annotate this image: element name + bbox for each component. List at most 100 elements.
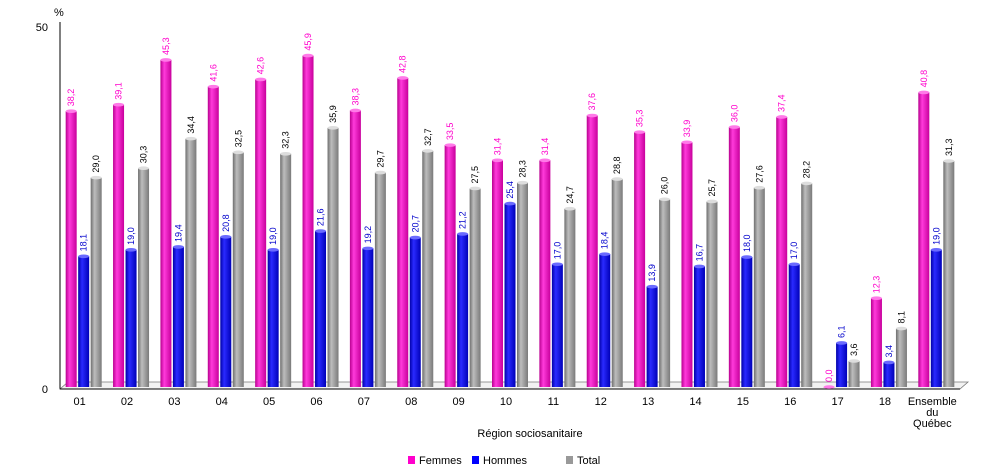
value-label: 38,3	[350, 88, 360, 106]
bar-hommes-06	[315, 231, 327, 387]
bar-cap	[444, 143, 456, 147]
bar-cap	[125, 248, 137, 252]
bar-cap	[220, 235, 232, 239]
bar-hommes-07	[362, 248, 374, 387]
x-axis-title: Région sociosanitaire	[477, 428, 582, 440]
bar-cap	[422, 149, 434, 153]
bar-total-06	[327, 127, 339, 388]
value-label: 0,0	[824, 369, 834, 382]
bar-cap	[634, 130, 646, 134]
bar-cap	[280, 151, 292, 156]
bar-cap	[659, 197, 671, 202]
x-tick-label: 18	[879, 396, 891, 408]
value-label: 31,4	[540, 138, 550, 156]
bar-total-13	[659, 199, 671, 387]
y-tick-min: 0	[42, 384, 48, 396]
value-label: 27,6	[754, 165, 764, 183]
value-label: 32,3	[281, 131, 291, 149]
value-label: 32,7	[423, 128, 433, 146]
value-label: 19,4	[173, 224, 183, 242]
x-tick-label: 05	[263, 396, 275, 408]
value-label: 38,2	[66, 89, 76, 107]
bar-cap	[693, 264, 705, 269]
legend-swatch-hommes	[472, 456, 479, 464]
x-tick-label: 15	[737, 396, 749, 408]
x-tick-label: 11	[548, 396, 559, 408]
bar-cap	[883, 360, 895, 365]
value-label: 35,9	[328, 105, 338, 123]
bar-cap	[611, 177, 623, 181]
bar-hommes-15	[741, 257, 753, 387]
x-tick-label: 17	[831, 396, 843, 408]
bar-cap	[517, 180, 528, 185]
bar-cap	[943, 159, 955, 163]
bar-cap	[848, 359, 860, 363]
value-label: 28,2	[802, 161, 812, 179]
bar-cap	[539, 158, 551, 163]
bar-total-15	[753, 187, 765, 387]
bar-hommes-03	[172, 246, 184, 387]
bar-cap	[327, 126, 339, 130]
bar-cap	[930, 248, 942, 252]
value-label: 40,8	[919, 70, 929, 88]
value-label: 3,6	[849, 343, 859, 356]
bar-cap	[469, 186, 481, 191]
bar-cap	[78, 254, 90, 259]
bar-hommes-16	[788, 264, 800, 387]
bar-cap	[504, 201, 516, 206]
bar-hommes-12	[599, 254, 611, 387]
bar-hommes-01	[78, 256, 90, 387]
bar-cap	[706, 199, 718, 204]
y-tick-max: 50	[36, 22, 48, 34]
bar-cap	[646, 284, 658, 289]
y-axis-unit: %	[54, 7, 64, 19]
value-label: 3,4	[884, 345, 894, 358]
value-label: 31,3	[944, 138, 954, 156]
x-tick-label: 10	[500, 396, 512, 408]
bar-total-10	[517, 182, 528, 387]
value-label: 18,1	[79, 234, 89, 252]
bar-cap	[788, 262, 800, 267]
bar-cap	[823, 385, 835, 389]
legend-label-hommes: Hommes	[483, 455, 528, 467]
value-label: 17,0	[552, 242, 562, 260]
legend-swatch-femmes	[408, 456, 415, 464]
value-label: 25,4	[505, 181, 515, 199]
bar-cap	[836, 341, 848, 345]
bar-hommes-09	[457, 233, 469, 387]
bar-total-04	[232, 152, 244, 387]
value-label: 6,1	[837, 325, 847, 338]
bar-femmes-ensemble-du-québec	[918, 92, 930, 388]
bar-femmes-16	[776, 116, 788, 387]
bar-hommes-05	[267, 249, 279, 387]
bar-hommes-17	[836, 342, 848, 387]
value-label: 19,0	[126, 227, 136, 245]
bar-femmes-09	[444, 145, 456, 387]
x-tick-label: 04	[216, 396, 228, 408]
bar-cap	[564, 206, 576, 211]
value-label: 21,6	[316, 209, 326, 227]
legend-label-femmes: Femmes	[419, 455, 462, 467]
value-label: 25,7	[707, 179, 717, 197]
bar-total-11	[564, 208, 576, 387]
x-tick-label: 03	[168, 396, 180, 408]
bar-hommes-13	[646, 286, 658, 387]
bar-cap	[362, 246, 374, 251]
bar-cap	[599, 252, 611, 256]
bar-cap	[895, 326, 907, 331]
bar-hommes-11	[551, 264, 563, 387]
bar-femmes-10	[492, 160, 503, 387]
bar-total-01	[90, 177, 102, 387]
bar-cap	[741, 255, 753, 259]
value-label: 27,5	[470, 166, 480, 184]
value-label: 45,3	[161, 37, 171, 55]
bar-femmes-08	[397, 77, 409, 387]
bar-femmes-14	[681, 142, 693, 387]
bar-cap	[65, 109, 77, 113]
x-tick-label: 12	[595, 396, 607, 408]
value-label: 42,6	[256, 57, 266, 75]
bar-cap	[457, 232, 469, 236]
bar-femmes-11	[539, 160, 551, 387]
x-tick-label: 01	[74, 396, 86, 408]
bar-total-05	[280, 153, 292, 387]
